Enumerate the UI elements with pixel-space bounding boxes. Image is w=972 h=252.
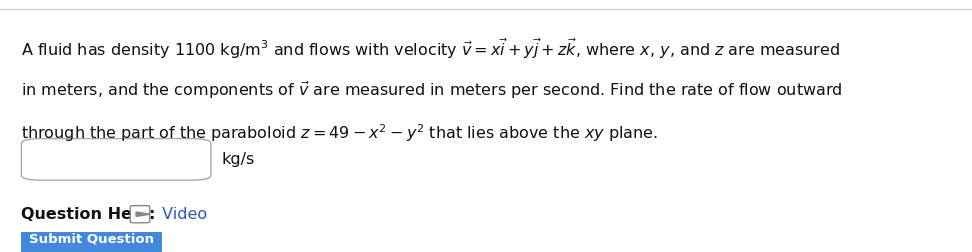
- Text: Video: Video: [157, 207, 208, 222]
- Text: in meters, and the components of $\vec{v}$ are measured in meters per second. Fi: in meters, and the components of $\vec{v…: [21, 79, 843, 101]
- Text: Question Help:: Question Help:: [21, 207, 156, 222]
- Text: through the part of the paraboloid $z = 49 - x^2 - y^2$ that lies above the $xy$: through the part of the paraboloid $z = …: [21, 122, 658, 144]
- Text: A fluid has density 1100 kg/m$^3$ and flows with velocity $\vec{v} = x\vec{i} + : A fluid has density 1100 kg/m$^3$ and fl…: [21, 37, 841, 61]
- FancyBboxPatch shape: [130, 206, 150, 223]
- FancyBboxPatch shape: [21, 232, 162, 252]
- Text: kg/s: kg/s: [222, 152, 255, 167]
- FancyBboxPatch shape: [21, 139, 211, 180]
- Polygon shape: [136, 212, 150, 216]
- Text: Submit Question: Submit Question: [29, 233, 155, 246]
